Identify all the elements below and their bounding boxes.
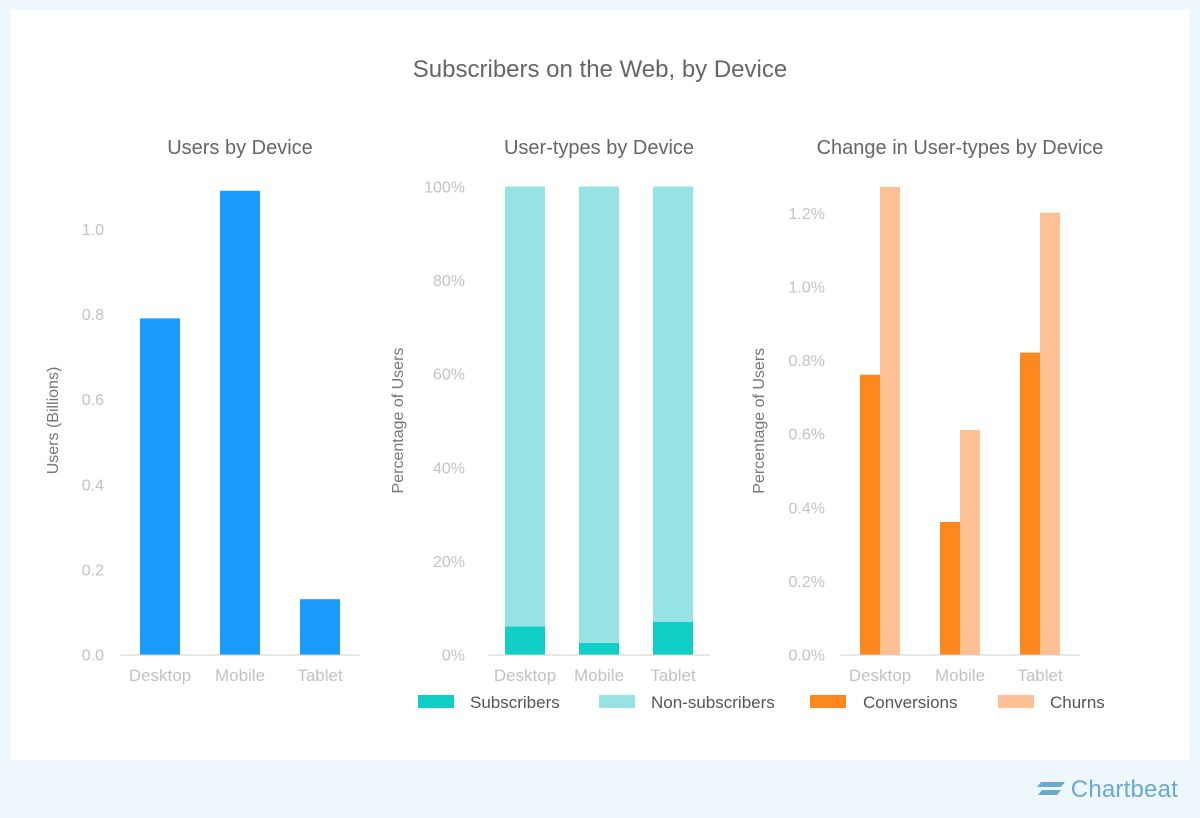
panel-1-y-tick-label: 0.6 xyxy=(82,392,104,409)
panel-1-x-tick-label: Tablet xyxy=(297,666,343,685)
panel-1-y-tick-label: 0.2 xyxy=(82,562,104,579)
panel-2-x-tick-label: Tablet xyxy=(650,666,696,685)
bar-conversions-desktop xyxy=(860,374,880,655)
bar-non-subscribers-desktop xyxy=(505,186,545,627)
panel-title-3: Change in User-types by Device xyxy=(817,137,1104,159)
brand-logo: Chartbeat xyxy=(1036,776,1178,804)
panel-title-1: Users by Device xyxy=(167,137,313,159)
panel-3-y-tick-label: 1.2% xyxy=(789,206,825,223)
panel-2-y-tick-label: 100% xyxy=(424,180,465,197)
panel-3-x-tick-label: Desktop xyxy=(849,666,911,685)
panel-2-y-tick-label: 20% xyxy=(433,554,465,571)
panel-title-2: User-types by Device xyxy=(504,137,694,159)
legend-label-non-subscribers: Non-subscribers xyxy=(651,693,775,712)
panel-1-y-tick-label: 1.0 xyxy=(82,222,104,239)
bar-subscribers-mobile xyxy=(579,642,619,655)
panel-2-x-tick-label: Desktop xyxy=(494,666,556,685)
bar-conversions-mobile xyxy=(940,521,960,655)
bar-users-desktop xyxy=(140,318,180,655)
panel-3-y-tick-label: 0.0% xyxy=(789,648,825,665)
panel-1-x-tick-label: Desktop xyxy=(129,666,191,685)
bar-subscribers-tablet xyxy=(653,621,693,655)
bar-subscribers-desktop xyxy=(505,626,545,655)
legend-label-subscribers: Subscribers xyxy=(470,693,560,712)
legend-swatch-conversions xyxy=(810,695,846,708)
bar-non-subscribers-mobile xyxy=(579,186,619,643)
chart-canvas: Subscribers on the Web, by Device Users b… xyxy=(45,56,1105,712)
panel-3-y-tick-label: 0.8% xyxy=(789,353,825,370)
legend-swatch-non-subscribers xyxy=(599,695,635,708)
brand-name: Chartbeat xyxy=(1070,776,1178,803)
panel-1-y-axis-label: Users (Billions) xyxy=(45,367,62,475)
panel-2-y-tick-label: 60% xyxy=(433,367,465,384)
panel-3-y-tick-label: 0.4% xyxy=(789,500,825,517)
panel-1-y-tick-label: 0.0 xyxy=(82,648,104,665)
panel-1-x-tick-label: Mobile xyxy=(215,666,265,685)
panel-1-y-tick-label: 0.4 xyxy=(82,477,104,494)
panel-3-x-tick-label: Tablet xyxy=(1017,666,1063,685)
bar-conversions-tablet xyxy=(1020,352,1040,655)
legend-label-conversions: Conversions xyxy=(863,693,958,712)
panel-2-y-tick-label: 0% xyxy=(442,648,465,665)
bar-churns-desktop xyxy=(880,187,900,655)
legend-label-churns: Churns xyxy=(1050,693,1105,712)
legend-swatch-subscribers xyxy=(418,695,454,708)
bar-churns-mobile xyxy=(960,429,980,655)
panel-2-y-axis-label: Percentage of Users xyxy=(390,348,407,494)
chartbeat-logo-icon xyxy=(1036,782,1065,795)
panel-3-y-tick-label: 0.2% xyxy=(789,574,825,591)
bar-non-subscribers-tablet xyxy=(653,186,693,622)
panel-2-x-tick-label: Mobile xyxy=(574,666,624,685)
panel-3-y-tick-label: 0.6% xyxy=(789,427,825,444)
panel-2-y-tick-label: 80% xyxy=(433,273,465,290)
bar-users-tablet xyxy=(300,599,340,655)
panel-2-y-tick-label: 40% xyxy=(433,460,465,477)
panel-3-y-tick-label: 1.0% xyxy=(789,279,825,296)
panel-1-y-tick-label: 0.8 xyxy=(82,307,104,324)
bar-users-mobile xyxy=(220,190,260,655)
chart-card: Subscribers on the Web, by Device Users b… xyxy=(10,10,1190,760)
bar-churns-tablet xyxy=(1040,212,1060,655)
legend-swatch-churns xyxy=(998,695,1034,708)
chart-main-title: Subscribers on the Web, by Device xyxy=(413,56,787,83)
panel-3-x-tick-label: Mobile xyxy=(935,666,985,685)
panel-3-y-axis-label: Percentage of Users xyxy=(751,348,768,494)
